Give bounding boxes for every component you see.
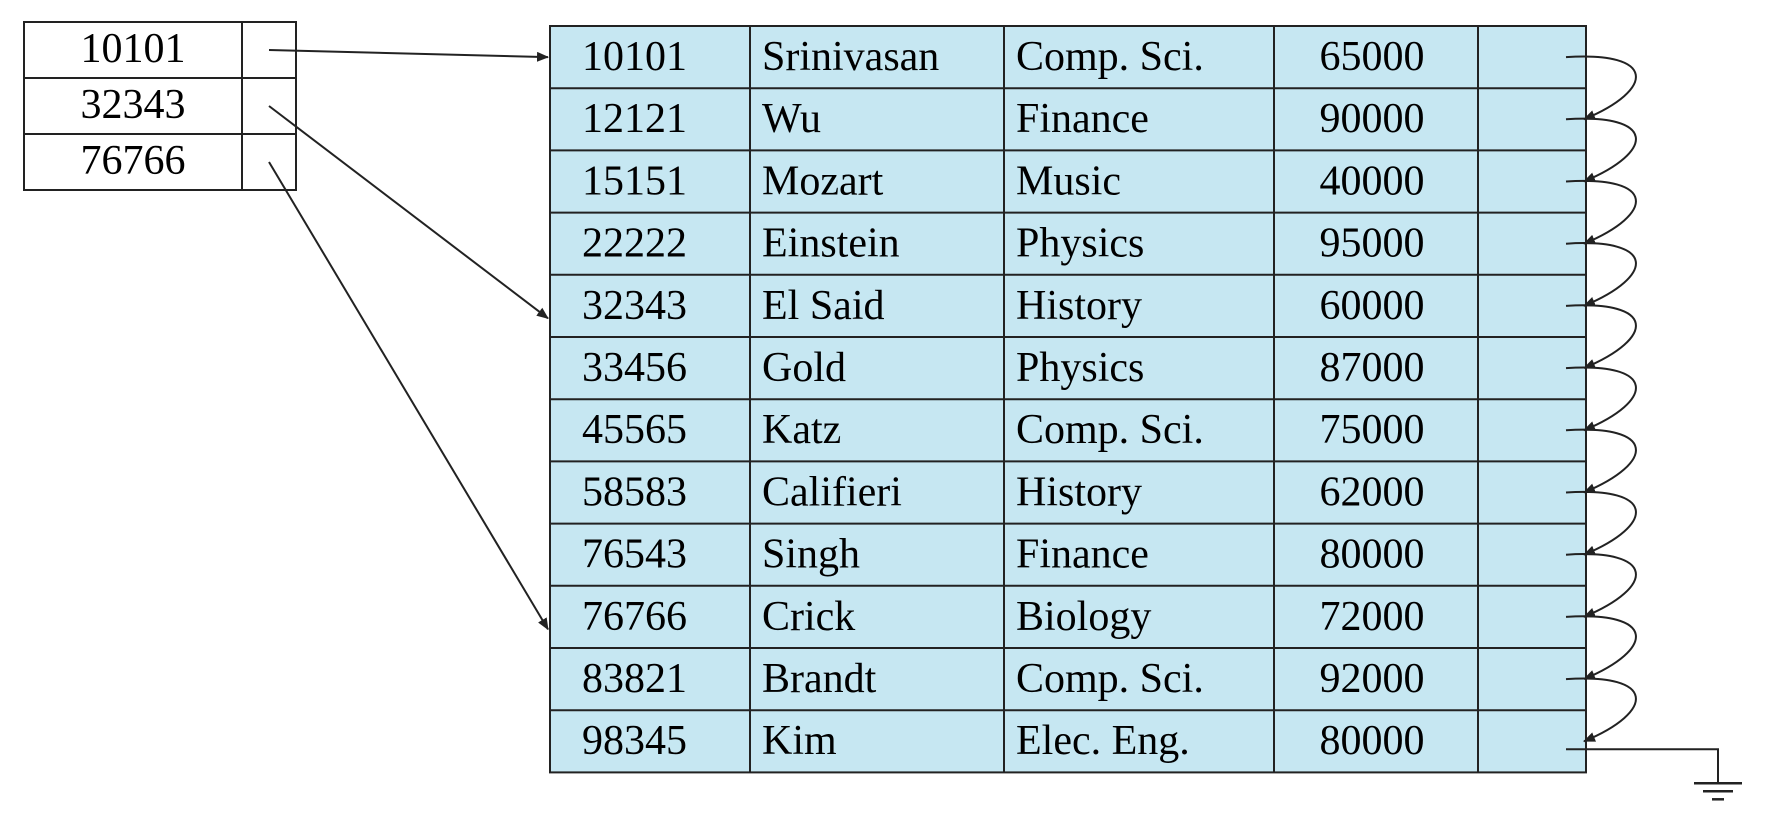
chain-arrow <box>1565 179 1637 245</box>
record-row: 10101 Srinivasan Comp. Sci. 65000 <box>582 34 1425 80</box>
record-dept: History <box>1016 469 1142 515</box>
chain-arrow <box>1565 117 1637 183</box>
index-key: 76766 <box>81 138 186 184</box>
record-salary: 72000 <box>1320 594 1425 640</box>
record-row: 15151 Mozart Music 40000 <box>582 158 1425 204</box>
record-dept: Physics <box>1016 221 1144 267</box>
record-dept: Physics <box>1016 345 1144 391</box>
record-name: Srinivasan <box>762 34 939 80</box>
record-file-table: 10101 Srinivasan Comp. Sci. 65000 12121 Wu Fin… <box>549 25 1587 774</box>
record-name: Brandt <box>762 656 877 702</box>
record-id: 76766 <box>582 594 687 640</box>
index-pointer-arrow <box>268 161 549 631</box>
chain-arrow <box>1565 55 1637 121</box>
record-dept: History <box>1016 283 1142 329</box>
record-salary: 80000 <box>1320 718 1425 764</box>
record-name: El Said <box>762 283 885 329</box>
null-pointer-line <box>1566 748 1719 784</box>
record-row: 76543 Singh Finance 80000 <box>582 532 1425 578</box>
record-name: Einstein <box>762 221 900 267</box>
record-dept: Comp. Sci. <box>1016 656 1204 702</box>
record-chain-arrows <box>1565 55 1637 743</box>
index-pointer-arrow <box>268 49 549 62</box>
record-dept: Finance <box>1016 96 1149 142</box>
record-salary: 87000 <box>1320 345 1425 391</box>
null-pointer-ground-symbol <box>1566 748 1742 801</box>
index-key-cell <box>23 133 243 191</box>
record-name: Crick <box>762 594 855 640</box>
record-salary: 40000 <box>1320 158 1425 204</box>
record-salary: 62000 <box>1320 469 1425 515</box>
record-salary: 92000 <box>1320 656 1425 702</box>
index-entry: 10101 <box>23 21 297 79</box>
chain-arrow <box>1565 366 1637 432</box>
record-row: 32343 El Said History 60000 <box>582 283 1425 329</box>
record-id: 76543 <box>582 532 687 578</box>
record-row: 22222 Einstein Physics 95000 <box>582 221 1425 267</box>
record-id: 83821 <box>582 656 687 702</box>
record-salary: 95000 <box>1320 221 1425 267</box>
chain-arrow <box>1565 304 1637 370</box>
record-dept: Elec. Eng. <box>1016 718 1190 764</box>
record-row: 58583 Califieri History 62000 <box>582 469 1425 515</box>
record-id: 15151 <box>582 158 687 204</box>
record-name: Kim <box>762 718 837 764</box>
record-salary: 90000 <box>1320 96 1425 142</box>
record-name: Mozart <box>762 158 884 204</box>
record-id: 10101 <box>582 34 687 80</box>
record-dept: Biology <box>1016 594 1151 640</box>
chain-arrow <box>1565 553 1637 618</box>
record-id: 45565 <box>582 407 687 453</box>
chain-arrow <box>1565 677 1637 743</box>
record-name: Wu <box>762 96 821 142</box>
record-id: 33456 <box>582 345 687 391</box>
record-salary: 65000 <box>1320 34 1425 80</box>
chain-arrow <box>1565 242 1637 307</box>
record-row: 98345 Kim Elec. Eng. 80000 <box>582 718 1425 764</box>
chain-arrow <box>1565 615 1637 681</box>
index-pointer-arrows <box>268 49 549 631</box>
record-id: 32343 <box>582 283 687 329</box>
record-salary: 60000 <box>1320 283 1425 329</box>
index-entry: 76766 <box>23 133 297 191</box>
chain-arrow <box>1565 490 1637 556</box>
index-block: 10101 32343 76766 <box>23 21 297 191</box>
index-key-cell <box>23 21 243 79</box>
index-pointer-arrow <box>268 105 549 320</box>
record-id: 98345 <box>582 718 687 764</box>
record-id: 58583 <box>582 469 687 515</box>
record-row: 83821 Brandt Comp. Sci. 92000 <box>582 656 1425 702</box>
record-name: Katz <box>762 407 841 453</box>
record-id: 12121 <box>582 96 687 142</box>
chain-arrow <box>1565 428 1637 494</box>
index-key: 10101 <box>81 26 186 72</box>
record-dept: Comp. Sci. <box>1016 34 1204 80</box>
record-name: Singh <box>762 532 860 578</box>
record-name: Gold <box>762 345 846 391</box>
record-row: 45565 Katz Comp. Sci. 75000 <box>582 407 1425 453</box>
record-row: 12121 Wu Finance 90000 <box>582 96 1425 142</box>
record-dept: Finance <box>1016 532 1149 578</box>
record-row: 33456 Gold Physics 87000 <box>582 345 1425 391</box>
record-name: Califieri <box>762 469 902 515</box>
index-entry: 32343 <box>23 77 297 135</box>
record-dept: Music <box>1016 158 1121 204</box>
record-id: 22222 <box>582 221 687 267</box>
record-salary: 75000 <box>1320 407 1425 453</box>
index-key: 32343 <box>81 82 186 128</box>
record-row: 76766 Crick Biology 72000 <box>582 594 1425 640</box>
record-salary: 80000 <box>1320 532 1425 578</box>
record-dept: Comp. Sci. <box>1016 407 1204 453</box>
